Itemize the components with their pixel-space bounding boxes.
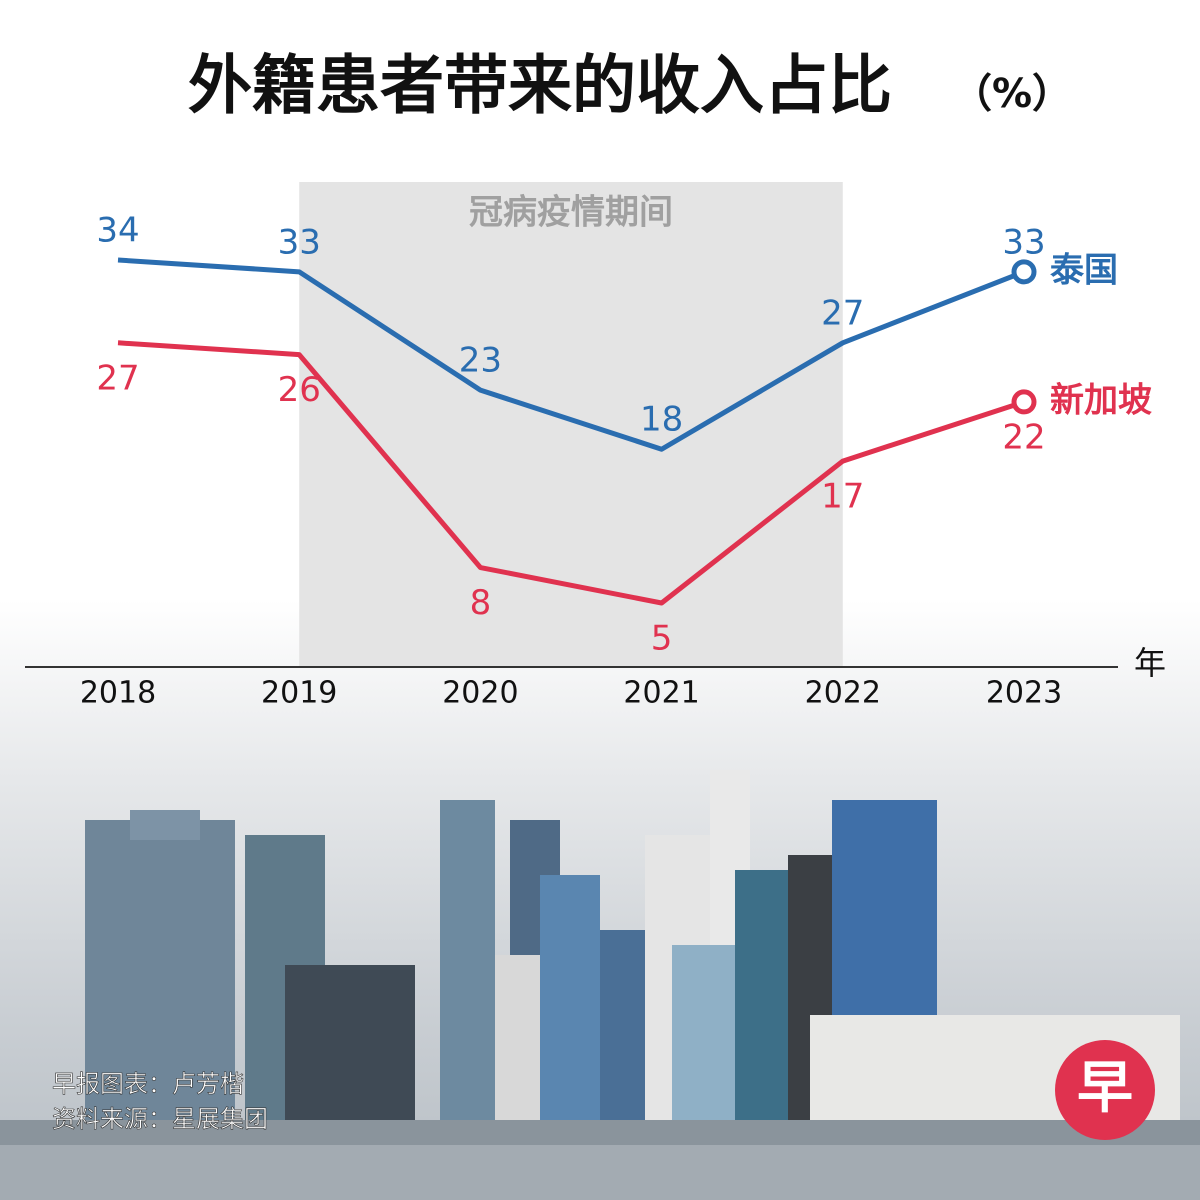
data-label: 17 [821,477,864,517]
data-label: 33 [278,222,321,262]
shaded-period [299,182,843,667]
data-label: 27 [821,293,864,333]
data-label: 33 [1002,222,1045,262]
x-axis-label: 年 [1134,644,1166,682]
logo: 早 [1077,1056,1133,1121]
legend-label: 泰国 [1050,250,1118,290]
x-tick-label: 2020 [442,676,518,711]
series-line [117,257,1025,452]
series-line [117,340,1025,606]
shaded-period-label: 冠病疫情期间 [469,193,673,233]
data-label: 27 [96,358,139,398]
data-label: 34 [96,211,139,251]
end-marker [1011,259,1037,285]
data-label: 26 [278,370,321,410]
end-marker [1011,389,1037,415]
x-tick-label: 2018 [80,676,156,711]
x-tick-label: 2021 [623,676,699,711]
data-label: 22 [1002,417,1045,457]
unit-label: （%） [952,71,1072,117]
credit: 早报图表：卢芳楷 [52,1070,244,1098]
chart-title: 外籍患者带来的收入占比 [188,50,892,124]
x-tick-label: 2022 [805,676,881,711]
data-label: 8 [470,583,492,623]
data-label: 18 [640,400,683,440]
legend-label: 新加坡 [1050,380,1152,420]
logo-badge [1055,1040,1155,1140]
x-tick-label: 2019 [261,676,337,711]
source: 资料来源：星展集团 [52,1105,268,1133]
data-label: 23 [459,341,502,381]
x-tick-label: 2023 [986,676,1062,711]
data-label: 5 [651,619,673,659]
